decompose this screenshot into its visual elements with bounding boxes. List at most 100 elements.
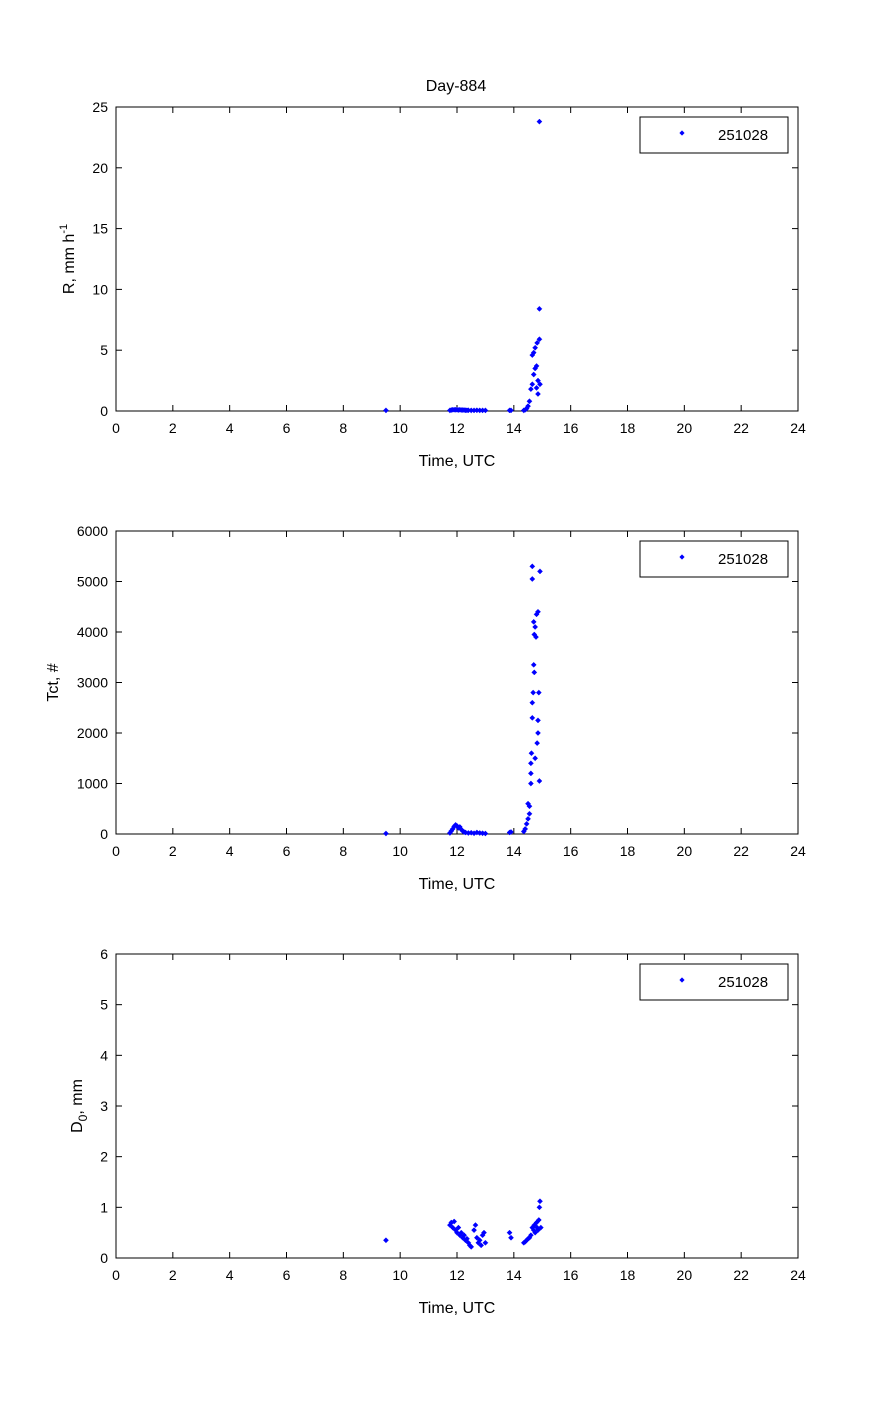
data-point — [383, 830, 389, 837]
plot-area — [115, 106, 799, 412]
data-point — [528, 760, 534, 767]
legend-box — [639, 116, 789, 154]
data-point — [526, 398, 533, 405]
x-tick-label: 4 — [226, 843, 234, 859]
y-tick-label: 2 — [100, 1149, 108, 1165]
y-axis-label: Tct, # — [45, 663, 62, 701]
x-tick-label: 24 — [790, 420, 806, 436]
x-tick-label: 8 — [339, 1267, 347, 1283]
y-axis-label: D0, mm — [69, 1079, 90, 1133]
data-point — [530, 371, 537, 378]
x-tick-label: 4 — [226, 1267, 234, 1283]
data-point — [536, 305, 543, 312]
x-tick-label: 16 — [563, 1267, 579, 1283]
data-point — [537, 568, 543, 575]
legend-box — [639, 540, 789, 578]
legend-marker — [679, 977, 685, 983]
x-tick-label: 2 — [169, 843, 177, 859]
data-point — [476, 1237, 483, 1244]
data-point — [526, 803, 533, 810]
data-point — [534, 740, 541, 746]
data-point — [482, 830, 489, 837]
y-tick-label: 0 — [100, 1250, 108, 1266]
x-tick-label: 14 — [506, 843, 522, 859]
data-point — [535, 689, 542, 696]
data-point — [530, 689, 537, 696]
x-tick-label: 4 — [226, 420, 234, 436]
x-tick-label: 6 — [283, 843, 291, 859]
data-point — [535, 730, 541, 736]
data-point — [468, 1243, 475, 1250]
x-tick-label: 12 — [449, 843, 465, 859]
data-point — [536, 336, 543, 343]
x-tick-label: 24 — [790, 843, 806, 859]
data-point — [458, 1229, 465, 1236]
y-tick-label: 4000 — [77, 624, 108, 640]
subplot-2: 0 2 4 6 8 10 12 14 16 18 20 22 240100020003000400050… — [45, 523, 806, 893]
x-tick-label: 6 — [283, 1267, 291, 1283]
x-tick-label: 10 — [392, 420, 408, 436]
y-tick-label: 6 — [100, 946, 108, 962]
data-point — [508, 829, 514, 835]
data-point — [383, 1237, 389, 1244]
data-point — [536, 118, 543, 125]
data-point — [482, 407, 489, 414]
data-point — [528, 1232, 534, 1239]
data-point — [535, 608, 541, 615]
y-tick-label: 0 — [100, 826, 108, 842]
y-tick-label: 5 — [100, 997, 108, 1013]
data-point — [526, 810, 533, 817]
x-tick-label: 22 — [733, 843, 749, 859]
data-point — [523, 821, 530, 827]
x-tick-label: 10 — [392, 843, 408, 859]
data-point — [532, 344, 539, 351]
plot-area — [115, 953, 799, 1259]
x-tick-label: 12 — [449, 420, 465, 436]
data-point — [536, 778, 543, 784]
data-point — [533, 363, 540, 369]
y-tick-label: 0 — [100, 403, 108, 419]
data-point — [529, 381, 536, 388]
data-point — [528, 750, 535, 757]
x-tick-label: 12 — [449, 1267, 465, 1283]
plot-area — [115, 530, 799, 835]
data-point — [529, 714, 536, 721]
x-tick-label: 6 — [283, 420, 291, 436]
y-axis-label: R, mm h-1 — [58, 224, 78, 294]
x-tick-label: 18 — [620, 420, 636, 436]
data-point — [533, 634, 539, 640]
y-axis-label-text: D — [69, 1121, 86, 1133]
x-tick-label: 22 — [733, 1267, 749, 1283]
data-point — [532, 755, 539, 762]
x-tick-label: 18 — [620, 1267, 636, 1283]
data-point — [537, 381, 543, 388]
legend-marker — [679, 130, 685, 136]
data-point — [478, 1242, 485, 1249]
data-point — [537, 1198, 543, 1205]
y-axis-label-subscript: 0 — [76, 1114, 90, 1121]
x-tick-label: 20 — [677, 420, 693, 436]
legend-label: 251028 — [718, 974, 768, 991]
data-point — [536, 1204, 543, 1211]
y-axis-label-unit: , mm — [69, 1079, 86, 1115]
data-point — [533, 385, 540, 391]
legend-box — [639, 963, 789, 1001]
y-tick-label: 20 — [92, 160, 108, 176]
x-tick-label: 0 — [112, 420, 120, 436]
data-point — [530, 661, 537, 668]
data-point — [530, 349, 537, 356]
data-point — [472, 1222, 479, 1228]
x-tick-label: 14 — [506, 420, 522, 436]
data-point — [455, 1224, 462, 1231]
x-axis-label: Time, UTC — [419, 453, 496, 470]
y-tick-label: 5000 — [77, 574, 108, 590]
y-tick-label: 1000 — [77, 776, 108, 792]
data-point — [454, 1229, 460, 1236]
data-point — [451, 1218, 458, 1225]
data-point — [383, 407, 389, 414]
y-tick-label: 4 — [100, 1047, 108, 1063]
